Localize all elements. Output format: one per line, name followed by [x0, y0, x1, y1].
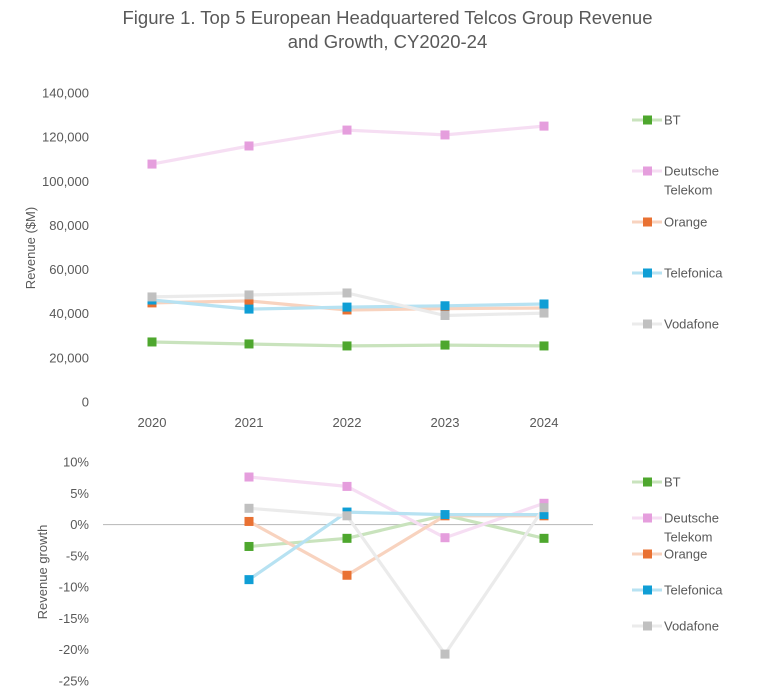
legend-label: BT: [664, 113, 681, 128]
revenue-legend-item: Orange: [632, 215, 707, 230]
growth-point-bt-2022: [342, 533, 352, 543]
legend-marker-swatch: [643, 268, 652, 278]
revenue-point-telefonica-2022: [342, 302, 352, 312]
revenue-point-deutsche-telekom-2024: [539, 121, 549, 131]
revenue-y-tick-label: 20,000: [49, 350, 89, 365]
revenue-point-telefonica-2021: [244, 304, 254, 314]
growth-point-telefonica-2024: [539, 510, 549, 520]
revenue-point-orange-2021: [244, 296, 254, 306]
legend-label: Deutsche: [664, 164, 719, 179]
legend-label: Telefonica: [664, 266, 723, 281]
growth-y-axis-title: Revenue growth: [35, 525, 50, 620]
revenue-chart: 0 20,000 40,000 60,000 80,000 100,000 120,000 1…: [23, 86, 723, 431]
growth-y-tick-label: 0%: [70, 517, 89, 532]
growth-y-tick-label: 5%: [70, 486, 89, 501]
revenue-point-vodafone-2020: [147, 292, 157, 302]
growth-point-orange-2021: [244, 516, 254, 526]
revenue-y-tick-label: 100,000: [42, 174, 89, 189]
legend-label: Vodafone: [664, 619, 719, 634]
revenue-legend-item: Vodafone: [632, 317, 719, 332]
revenue-point-bt-2024: [539, 341, 549, 351]
growth-point-telefonica-2023: [440, 510, 450, 520]
growth-y-tick-label: 10%: [63, 455, 89, 470]
legend-marker-swatch: [643, 115, 652, 125]
growth-series-line-vodafone: [247, 506, 546, 656]
growth-point-deutsche-telekom-2021: [244, 472, 254, 482]
revenue-legend-item: BT: [632, 113, 681, 128]
growth-point-vodafone-2024: [539, 503, 549, 513]
revenue-legend-item: Telefonica: [632, 266, 723, 281]
growth-y-tick-label: -25%: [59, 674, 90, 689]
revenue-y-tick-label: 80,000: [49, 218, 89, 233]
revenue-y-tick-label: 120,000: [42, 130, 89, 145]
growth-series-line-bt: [247, 513, 546, 549]
chart-title-line-1: Figure 1. Top 5 European Headquartered T…: [122, 7, 653, 28]
revenue-point-telefonica-2024: [539, 299, 549, 309]
legend-marker-swatch: [643, 217, 652, 227]
revenue-y-tick-label: 140,000: [42, 86, 89, 101]
revenue-x-tick-label: 2020: [138, 415, 167, 430]
legend-label: Telekom: [664, 183, 712, 198]
revenue-point-deutsche-telekom-2020: [147, 159, 157, 169]
growth-point-vodafone-2023: [440, 649, 450, 659]
revenue-point-bt-2021: [244, 339, 254, 349]
legend-label: Vodafone: [664, 317, 719, 332]
legend-label: Deutsche: [664, 511, 719, 526]
legend-marker-swatch: [643, 621, 652, 631]
growth-legend-item: BT: [632, 475, 681, 490]
growth-legend-item: Deutsche Telekom: [632, 511, 719, 545]
legend-marker-swatch: [643, 166, 652, 176]
legend-marker-swatch: [643, 513, 652, 523]
growth-point-bt-2024: [539, 533, 549, 543]
revenue-point-telefonica-2023: [440, 301, 450, 311]
growth-y-tick-label: -20%: [59, 642, 90, 657]
growth-point-telefonica-2021: [244, 575, 254, 585]
revenue-point-deutsche-telekom-2023: [440, 130, 450, 140]
growth-y-tick-label: -10%: [59, 580, 90, 595]
revenue-point-vodafone-2021: [244, 290, 254, 300]
growth-point-bt-2021: [244, 541, 254, 551]
revenue-x-tick-label: 2023: [431, 415, 460, 430]
growth-y-tick-label: -5%: [66, 548, 90, 563]
growth-legend-item: Telefonica: [632, 583, 723, 598]
revenue-x-tick-label: 2022: [333, 415, 362, 430]
growth-point-vodafone-2022: [342, 511, 352, 521]
revenue-y-tick-label: 40,000: [49, 306, 89, 321]
growth-series-line-telefonica: [247, 510, 546, 582]
growth-chart: 10% 5% 0% -5% -10% -15% -20% -25% Revenue growth…: [35, 455, 723, 689]
revenue-point-bt-2020: [147, 337, 157, 347]
legend-marker-swatch: [643, 319, 652, 329]
legend-marker-swatch: [643, 549, 652, 559]
legend-label: Telekom: [664, 530, 712, 545]
chart-title-line-2: and Growth, CY2020-24: [287, 31, 488, 52]
revenue-point-deutsche-telekom-2022: [342, 125, 352, 135]
revenue-point-bt-2023: [440, 340, 450, 350]
growth-y-tick-label: -15%: [59, 611, 90, 626]
legend-label: BT: [664, 475, 681, 490]
revenue-point-bt-2022: [342, 341, 352, 351]
revenue-y-tick-label: 60,000: [49, 262, 89, 277]
growth-legend-item: Vodafone: [632, 619, 719, 634]
growth-legend-item: Orange: [632, 547, 707, 562]
legend-marker-swatch: [643, 585, 652, 595]
growth-point-vodafone-2021: [244, 503, 254, 513]
revenue-x-tick-label: 2021: [235, 415, 264, 430]
revenue-y-axis-title: Revenue ($M): [23, 207, 38, 289]
growth-point-orange-2022: [342, 570, 352, 580]
revenue-point-vodafone-2024: [539, 308, 549, 318]
legend-marker-swatch: [643, 477, 652, 487]
chart-title: Figure 1. Top 5 European Headquartered T…: [0, 6, 757, 54]
growth-point-deutsche-telekom-2022: [342, 481, 352, 491]
revenue-point-vodafone-2022: [342, 288, 352, 298]
revenue-y-tick-label: 0: [82, 395, 89, 410]
revenue-x-tick-label: 2024: [530, 415, 559, 430]
revenue-legend-item: Deutsche Telekom: [632, 164, 719, 198]
legend-label: Orange: [664, 547, 707, 562]
legend-label: Telefonica: [664, 583, 723, 598]
legend-label: Orange: [664, 215, 707, 230]
revenue-point-deutsche-telekom-2021: [244, 141, 254, 151]
revenue-point-vodafone-2023: [440, 310, 450, 320]
growth-point-deutsche-telekom-2023: [440, 533, 450, 543]
